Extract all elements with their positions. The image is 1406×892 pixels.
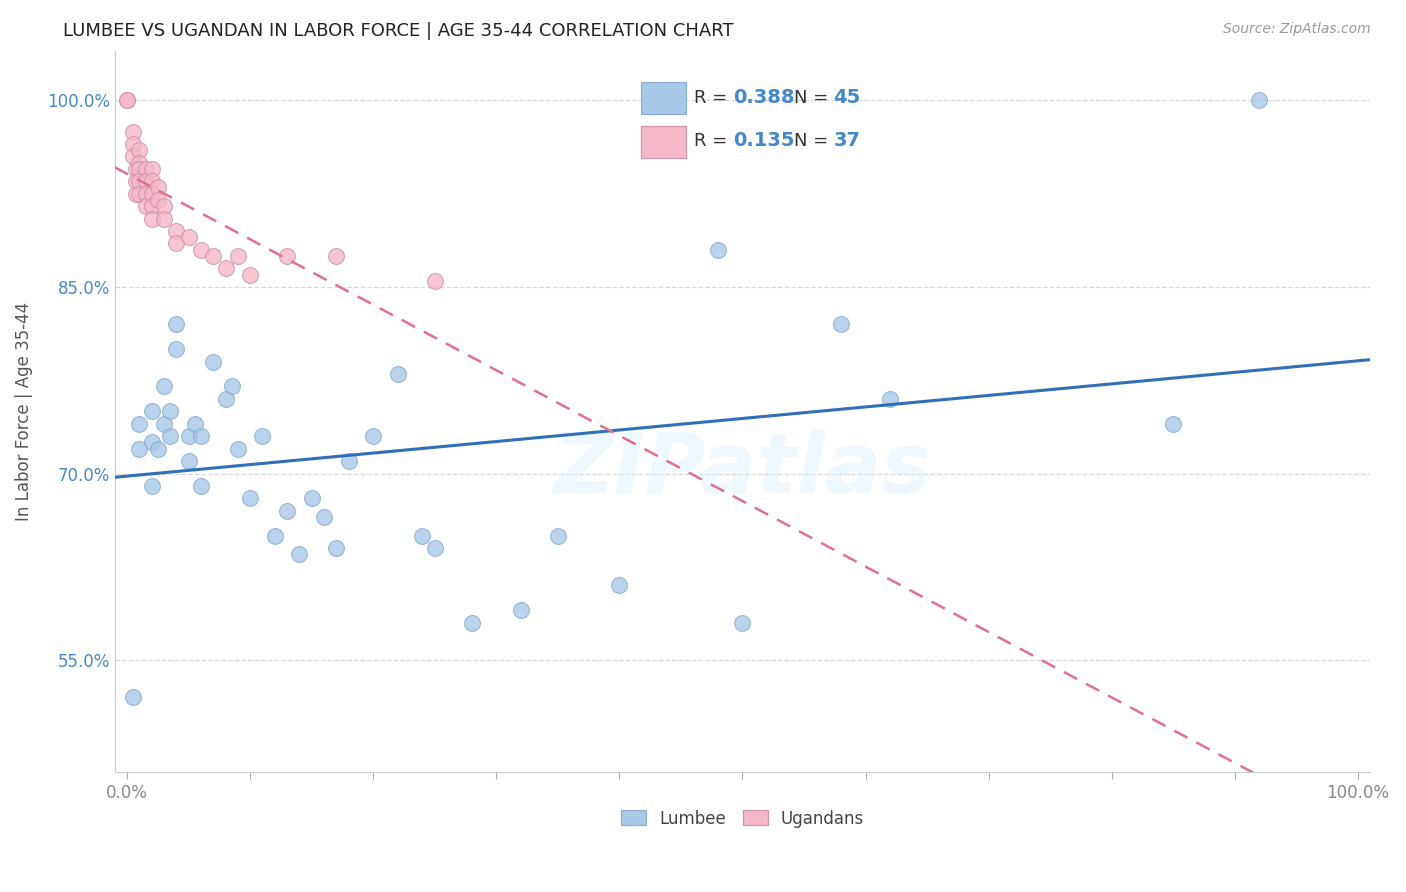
Point xyxy=(153,379,176,393)
Point xyxy=(423,541,446,556)
Point xyxy=(190,479,212,493)
Point xyxy=(226,442,249,456)
Point xyxy=(731,615,754,630)
Point xyxy=(141,479,163,493)
Point xyxy=(460,615,482,630)
Point xyxy=(122,690,145,705)
Point xyxy=(214,392,236,406)
Point xyxy=(141,211,163,226)
Point xyxy=(288,548,311,562)
Point xyxy=(141,186,163,201)
Point xyxy=(190,243,212,257)
Point xyxy=(128,161,150,176)
Point xyxy=(122,149,145,163)
Point xyxy=(337,454,360,468)
Point xyxy=(128,186,150,201)
Point xyxy=(141,404,163,418)
Point xyxy=(239,268,262,282)
Point xyxy=(134,199,156,213)
Point xyxy=(509,603,531,617)
Point xyxy=(153,199,176,213)
Point xyxy=(165,342,187,356)
Point xyxy=(122,136,145,151)
Point xyxy=(124,161,146,176)
Point xyxy=(276,504,298,518)
Point xyxy=(115,94,138,108)
Point xyxy=(115,94,138,108)
Point xyxy=(159,404,181,418)
Point xyxy=(128,155,150,169)
Point xyxy=(134,174,156,188)
Point xyxy=(547,529,569,543)
Text: LUMBEE VS UGANDAN IN LABOR FORCE | AGE 35-44 CORRELATION CHART: LUMBEE VS UGANDAN IN LABOR FORCE | AGE 3… xyxy=(63,22,734,40)
Point xyxy=(146,442,169,456)
Point xyxy=(153,417,176,431)
Point xyxy=(153,211,176,226)
Point xyxy=(1161,417,1184,431)
Point xyxy=(325,249,347,263)
Point xyxy=(879,392,901,406)
Point xyxy=(177,454,200,468)
Point xyxy=(128,417,150,431)
Point xyxy=(128,143,150,157)
Point xyxy=(239,491,262,506)
Text: ZIPatlas: ZIPatlas xyxy=(554,428,931,509)
Point xyxy=(221,379,243,393)
Point xyxy=(124,186,146,201)
Point xyxy=(134,161,156,176)
Point xyxy=(177,429,200,443)
Point xyxy=(165,224,187,238)
Legend: Lumbee, Ugandans: Lumbee, Ugandans xyxy=(613,801,873,836)
Point xyxy=(276,249,298,263)
Point xyxy=(214,261,236,276)
Point xyxy=(128,174,150,188)
Point xyxy=(312,510,335,524)
Point xyxy=(226,249,249,263)
Point xyxy=(190,429,212,443)
Point xyxy=(423,274,446,288)
Point xyxy=(141,199,163,213)
Point xyxy=(1249,94,1271,108)
Point xyxy=(202,249,225,263)
Point xyxy=(134,186,156,201)
Point xyxy=(122,124,145,138)
Point xyxy=(141,174,163,188)
Point xyxy=(609,578,631,592)
Point xyxy=(387,367,409,381)
Point xyxy=(124,174,146,188)
Point xyxy=(146,180,169,194)
Point xyxy=(146,193,169,207)
Point xyxy=(184,417,207,431)
Point xyxy=(325,541,347,556)
Text: Source: ZipAtlas.com: Source: ZipAtlas.com xyxy=(1223,22,1371,37)
Point xyxy=(165,236,187,251)
Point xyxy=(263,529,285,543)
Y-axis label: In Labor Force | Age 35-44: In Labor Force | Age 35-44 xyxy=(15,301,32,521)
Point xyxy=(165,318,187,332)
Point xyxy=(252,429,274,443)
Point xyxy=(707,243,730,257)
Point xyxy=(177,230,200,244)
Point xyxy=(361,429,384,443)
Point xyxy=(830,318,852,332)
Point xyxy=(411,529,433,543)
Point xyxy=(301,491,323,506)
Point xyxy=(159,429,181,443)
Point xyxy=(202,354,225,368)
Point xyxy=(128,442,150,456)
Point xyxy=(141,435,163,450)
Point xyxy=(141,161,163,176)
